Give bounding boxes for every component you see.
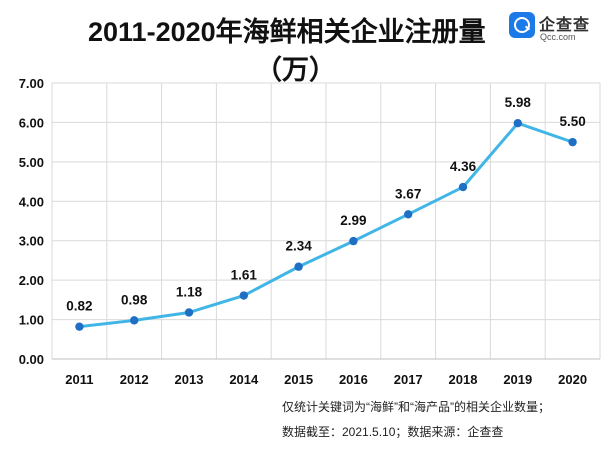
y-tick-label: 0.00	[19, 352, 44, 367]
qcc-logo: 企查查 Qcc.com	[509, 10, 597, 44]
y-tick-label: 7.00	[19, 76, 44, 91]
x-tick-label: 2014	[229, 372, 259, 387]
data-label: 4.36	[450, 159, 477, 174]
logo-name: 企查查	[539, 17, 591, 34]
logo-url: Qcc.com	[540, 32, 576, 42]
y-tick-label: 6.00	[19, 115, 44, 130]
data-point	[130, 316, 139, 325]
data-label: 2.34	[285, 239, 312, 254]
y-tick-label: 5.00	[19, 155, 44, 170]
chart-title-line2: （万）	[255, 55, 336, 85]
x-tick-label: 2016	[339, 372, 368, 387]
data-label: 1.18	[176, 284, 203, 299]
x-tick-label: 2017	[394, 372, 423, 387]
data-label: 5.50	[559, 114, 585, 129]
data-label: 1.61	[231, 268, 258, 283]
series-line	[79, 121, 574, 329]
x-tick-label: 2018	[449, 372, 478, 387]
x-tick-label: 2019	[503, 372, 532, 387]
data-point	[75, 322, 84, 331]
data-point	[239, 291, 248, 300]
data-point	[568, 137, 577, 147]
data-point	[294, 262, 303, 271]
chart-title-line1: 2011-2020年海鲜相关企业注册量	[88, 17, 486, 47]
footnote-line2: 数据截至：2021.5.10；数据来源：企查查	[282, 425, 504, 439]
x-tick-label: 2011	[65, 372, 93, 387]
data-label: 2.99	[340, 213, 366, 228]
footnote-line1: 仅统计关键词为“海鲜”和“海产品”的相关企业数量；	[282, 400, 550, 414]
x-tick-label: 2020	[558, 372, 587, 387]
y-tick-label: 3.00	[19, 234, 44, 249]
data-label: 3.67	[395, 186, 421, 201]
data-point	[458, 182, 468, 192]
data-label: 0.82	[66, 299, 92, 314]
data-point	[349, 236, 358, 246]
data-label: 0.98	[121, 292, 148, 307]
x-tick-label: 2013	[175, 372, 204, 387]
qcc-logo-icon	[509, 12, 535, 38]
x-tick-label: 2012	[120, 372, 149, 387]
y-tick-label: 2.00	[19, 273, 44, 288]
y-tick-label: 1.00	[19, 313, 44, 328]
data-point	[404, 210, 413, 219]
data-point	[513, 119, 522, 128]
x-tick-label: 2015	[284, 372, 313, 387]
data-label: 5.98	[505, 95, 532, 110]
data-point	[184, 308, 194, 317]
y-tick-label: 4.00	[19, 194, 44, 209]
